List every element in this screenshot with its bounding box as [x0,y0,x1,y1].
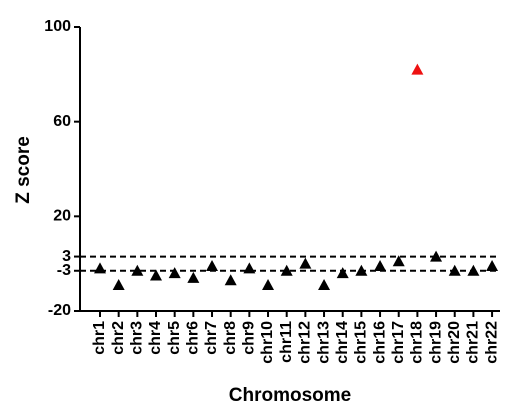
x-tick-label: chr17 [390,321,407,364]
x-tick-label: chr12 [297,321,314,364]
x-tick-label: chr2 [110,321,127,355]
point [392,255,405,267]
y-axis-label: Z score [13,136,34,204]
x-tick-label: chr19 [427,321,444,364]
point [299,257,312,269]
point [168,267,181,279]
x-tick-label: chr11 [278,321,295,363]
x-tick-label: chr22 [483,321,500,364]
x-tick-label: chr13 [315,321,332,364]
point [374,260,387,272]
point [224,274,237,286]
x-tick-label: chr14 [334,321,351,364]
point [243,262,256,274]
x-tick-label: chr8 [222,321,239,355]
point [150,269,163,281]
point [318,278,331,290]
y-tick-label: 100 [44,18,71,35]
x-axis-label: Chromosome [229,385,351,406]
point [411,63,424,75]
x-tick-label: chr3 [129,321,146,355]
point [187,271,200,283]
x-tick-label: chr18 [409,321,426,364]
x-tick-label: chr16 [371,321,388,364]
y-tick-label: -3 [57,262,71,279]
x-tick-label: chr1 [91,321,108,355]
x-tick-label: chr4 [147,321,164,355]
point [430,250,443,262]
y-tick-label: -20 [48,302,71,319]
x-tick-label: chr15 [353,321,370,364]
x-tick-label: chr20 [446,321,463,364]
point [206,260,219,272]
point [467,264,480,276]
point [486,260,499,272]
point [262,278,275,290]
x-tick-label: chr9 [241,321,258,355]
x-tick-label: chr21 [465,321,482,364]
point [448,264,461,276]
x-tick-label: chr6 [185,321,202,355]
x-tick-label: chr10 [259,321,276,364]
point [355,264,368,276]
point [131,264,144,276]
x-tick-label: chr7 [203,321,220,355]
y-tick-label: 20 [53,208,71,225]
y-tick-label: 60 [53,113,71,130]
point [94,262,106,274]
point [280,264,293,276]
point [336,267,349,279]
point [112,278,125,290]
x-tick-label: chr5 [166,321,183,355]
y-tick-label: 3 [62,248,71,265]
